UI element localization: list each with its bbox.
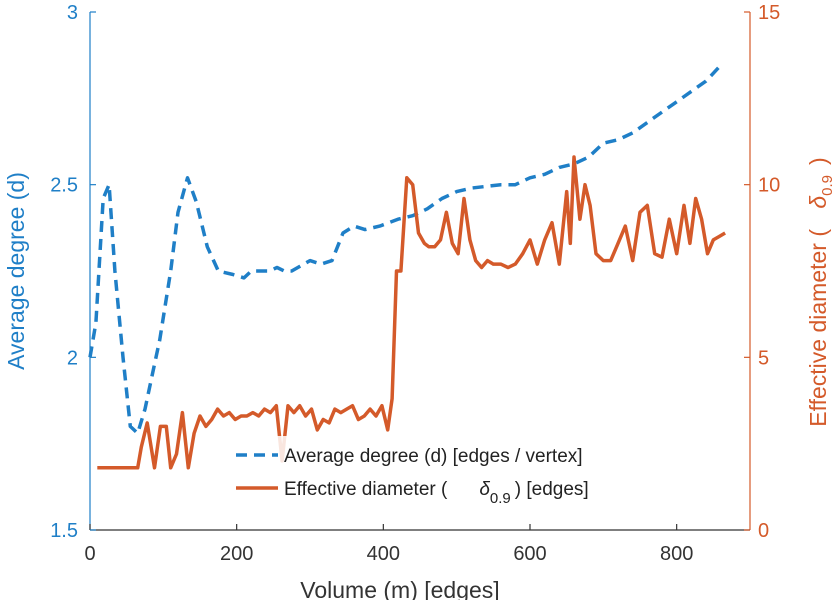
right-y-axis-title-symbol: δ <box>805 196 831 209</box>
legend-label-avg-degree: Average degree (d) [edges / vertex] <box>284 446 583 467</box>
right-y-axis-title: Effective diameter ( δ0.9) <box>805 157 836 426</box>
x-tick-label: 800 <box>660 543 693 565</box>
right-y-axis-title-close: ) <box>805 157 831 165</box>
legend-label-diameter-pre: Effective diameter ( <box>284 479 448 500</box>
right-y-tick-label: 0 <box>758 520 769 542</box>
right-y-axis-title-subscript: 0.9 <box>819 175 836 196</box>
x-tick-label: 600 <box>513 543 546 565</box>
legend-box <box>228 436 680 506</box>
legend-label-diameter-post: ) [edges] <box>515 479 589 500</box>
legend-label-diameter: Effective diameter ( δ0.9) [edges] <box>284 479 589 507</box>
x-tick-label: 0 <box>84 543 95 565</box>
right-y-tick-label: 10 <box>758 175 780 197</box>
series-line-avg-degree <box>88 62 724 436</box>
left-y-tick-label: 3 <box>67 2 78 24</box>
series-line-effective-diameter <box>97 155 726 470</box>
right-y-tick-label: 5 <box>758 347 769 369</box>
left-y-tick-label: 2.5 <box>50 175 78 197</box>
right-y-axis-title-text: Effective diameter ( <box>805 229 831 427</box>
left-y-tick-label: 2 <box>67 347 78 369</box>
x-tick-label: 400 <box>367 543 400 565</box>
left-y-tick-label: 1.5 <box>50 520 78 542</box>
right-y-tick-label: 15 <box>758 2 780 24</box>
x-axis-title: Volume (m) [edges] <box>300 577 499 600</box>
left-y-axis-title: Average degree (d) <box>3 172 29 370</box>
legend: Average degree (d) [edges / vertex] Effe… <box>228 436 680 507</box>
legend-label-diameter-sub: 0.9 <box>490 490 511 507</box>
x-tick-label: 200 <box>220 543 253 565</box>
legend-label-diameter-symbol: δ <box>479 479 490 500</box>
